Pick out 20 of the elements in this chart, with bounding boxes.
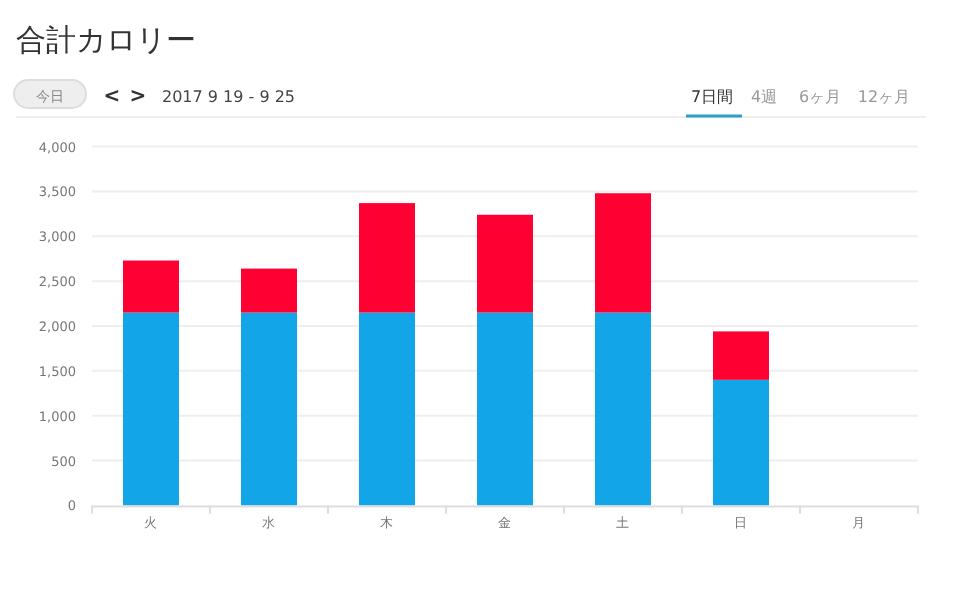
bar [713, 331, 769, 380]
bar [241, 268, 297, 313]
text: 2017 9 19 - 9 25 [162, 88, 295, 106]
bar [359, 203, 415, 313]
bar [241, 312, 297, 506]
chart-title: 合計カロリー [16, 22, 196, 58]
bar [123, 260, 179, 313]
bar [477, 214, 533, 313]
text: 7日間 [690, 88, 734, 106]
text: > [129, 86, 147, 108]
bar [595, 312, 651, 506]
bar [477, 312, 533, 506]
text: 6ヶ月 [798, 88, 842, 106]
text: 4週 [750, 88, 778, 106]
text: 12ヶ月 [857, 88, 911, 106]
text: < [103, 86, 121, 108]
bar [595, 193, 651, 313]
bar [123, 312, 179, 506]
bar [359, 312, 415, 506]
bar [713, 379, 769, 506]
